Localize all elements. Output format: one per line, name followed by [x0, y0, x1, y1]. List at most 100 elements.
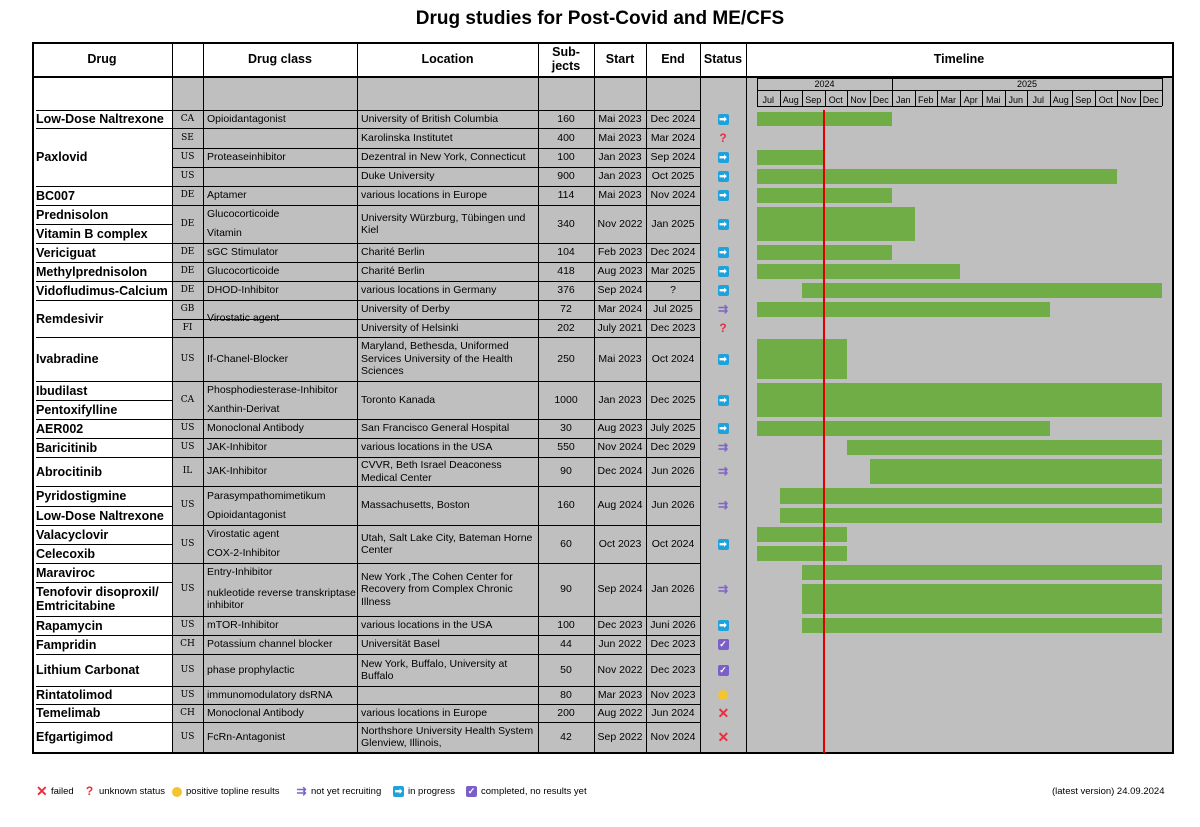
- drug-name: Remdesivir: [32, 300, 172, 337]
- drug-name: Lithium Carbonat: [32, 654, 172, 686]
- subjects-count: 114: [538, 186, 594, 205]
- checkbox-icon: ✓: [466, 786, 477, 797]
- month-label: Dec: [1142, 95, 1159, 105]
- status-cell: ➡: [700, 337, 746, 381]
- month-label: Sep: [805, 95, 822, 105]
- grid-line: [892, 91, 893, 106]
- subjects-count: 418: [538, 262, 594, 281]
- location: New York, Buffalo, University at Buffalo: [357, 654, 538, 686]
- grid-line: [172, 616, 700, 617]
- subjects-count: 80: [538, 686, 594, 704]
- subjects-count: 60: [538, 525, 594, 563]
- month-label: Nov: [850, 95, 867, 105]
- grid-line: [32, 76, 1174, 78]
- month-label: Jan: [895, 95, 911, 105]
- drug-class: Opioidantagonist: [203, 110, 357, 128]
- timeline-bar: [802, 584, 1162, 614]
- grid-line: [172, 262, 700, 263]
- grid-line: [172, 337, 700, 338]
- grid-line: [172, 654, 700, 655]
- start-date: Nov 2022: [594, 654, 646, 686]
- grid-line: [172, 243, 700, 244]
- drug-class: Virostatic agent: [203, 300, 357, 337]
- drug-name: Tenofovir disoproxil/ Emtricitabine: [32, 582, 172, 616]
- subjects-count: 376: [538, 281, 594, 300]
- country-code: CH: [172, 704, 203, 722]
- grid-line: [937, 91, 938, 106]
- header-start: Start: [594, 42, 646, 76]
- month-label: Jun: [1008, 95, 1023, 105]
- subheader-cell: [646, 76, 700, 110]
- grid-line: [357, 42, 358, 752]
- country-code: CA: [172, 110, 203, 128]
- drug-name: Prednisolon: [32, 205, 172, 224]
- arrow-right-icon: ➡: [717, 266, 729, 277]
- start-date: Mar 2023: [594, 686, 646, 704]
- grid-line: [1172, 42, 1174, 752]
- timeline-bar: [802, 283, 1162, 298]
- end-date: ?: [646, 281, 700, 300]
- grid-line: [36, 563, 172, 564]
- location: Maryland, Bethesda, Uniformed Services U…: [357, 337, 538, 381]
- grid-line: [802, 91, 803, 106]
- end-date: Nov 2023: [646, 686, 700, 704]
- start-date: Mai 2023: [594, 337, 646, 381]
- drug-name: Fampridin: [32, 635, 172, 654]
- drug-class: COX-2-Inhibitor: [203, 544, 357, 563]
- month-label: Apr: [963, 95, 978, 105]
- drug-name: BC007: [32, 186, 172, 205]
- month-label: Jul: [762, 95, 774, 105]
- status-cell: ?: [700, 319, 746, 337]
- month-label: Feb: [917, 95, 934, 105]
- grid-line: [757, 78, 1162, 79]
- grid-line: [172, 42, 173, 752]
- start-date: Aug 2023: [594, 419, 646, 438]
- drug-class: If-Chanel-Blocker: [203, 337, 357, 381]
- subheader-cell: [172, 76, 203, 110]
- location: Dezentral in New York, Connecticut: [357, 148, 538, 167]
- end-date: Oct 2024: [646, 525, 700, 563]
- timeline-row-bg: [746, 704, 1172, 722]
- checkbox-icon: ✓: [717, 664, 729, 676]
- status-cell: ⇉: [700, 486, 746, 525]
- location: Utah, Salt Lake City, Bateman Horne Cent…: [357, 525, 538, 563]
- status-cell: ➡: [700, 110, 746, 128]
- drug-name: Rapamycin: [32, 616, 172, 635]
- grid-line: [700, 42, 701, 752]
- end-date: July 2025: [646, 419, 700, 438]
- double-arrow-icon: ⇉: [717, 302, 729, 316]
- start-date: Jun 2022: [594, 635, 646, 654]
- grid-line: [36, 243, 172, 244]
- country-code: DE: [172, 262, 203, 281]
- drug-name: Abrocitinib: [32, 457, 172, 486]
- timeline-bar: [869, 459, 1162, 484]
- arrow-right-icon: ➡: [717, 247, 729, 258]
- grid-line: [172, 722, 700, 723]
- grid-line: [172, 635, 700, 636]
- drug-name: Valacyclovir: [32, 525, 172, 544]
- country-code: US: [172, 616, 203, 635]
- grid-line: [172, 300, 700, 301]
- legend-failed: ✕ failed: [36, 784, 74, 798]
- grid-line: [172, 281, 700, 282]
- country-code: DE: [172, 243, 203, 262]
- arrow-right-icon: ➡: [717, 394, 729, 406]
- version-note: (latest version) 24.09.2024: [1052, 786, 1165, 797]
- start-date: Sep 2024: [594, 563, 646, 616]
- country-code: US: [172, 148, 203, 167]
- subheader-cell: [538, 76, 594, 110]
- end-date: Dec 2024: [646, 110, 700, 128]
- question-icon: ?: [719, 320, 727, 335]
- header-drug: Drug: [32, 42, 172, 76]
- end-date: Oct 2024: [646, 337, 700, 381]
- month-label: Aug: [1052, 95, 1069, 105]
- header-end: End: [646, 42, 700, 76]
- drug-class: FcRn-Antagonist: [203, 722, 357, 752]
- timeline-bar: [757, 339, 847, 379]
- grid-line: [172, 438, 700, 439]
- drug-class: Phosphodiesterase-Inhibitor: [203, 381, 357, 400]
- month-label: Jul: [1032, 95, 1044, 105]
- timeline-row-bg: [746, 319, 1172, 337]
- start-date: Sep 2024: [594, 281, 646, 300]
- arrow-right-icon: ➡: [717, 620, 729, 631]
